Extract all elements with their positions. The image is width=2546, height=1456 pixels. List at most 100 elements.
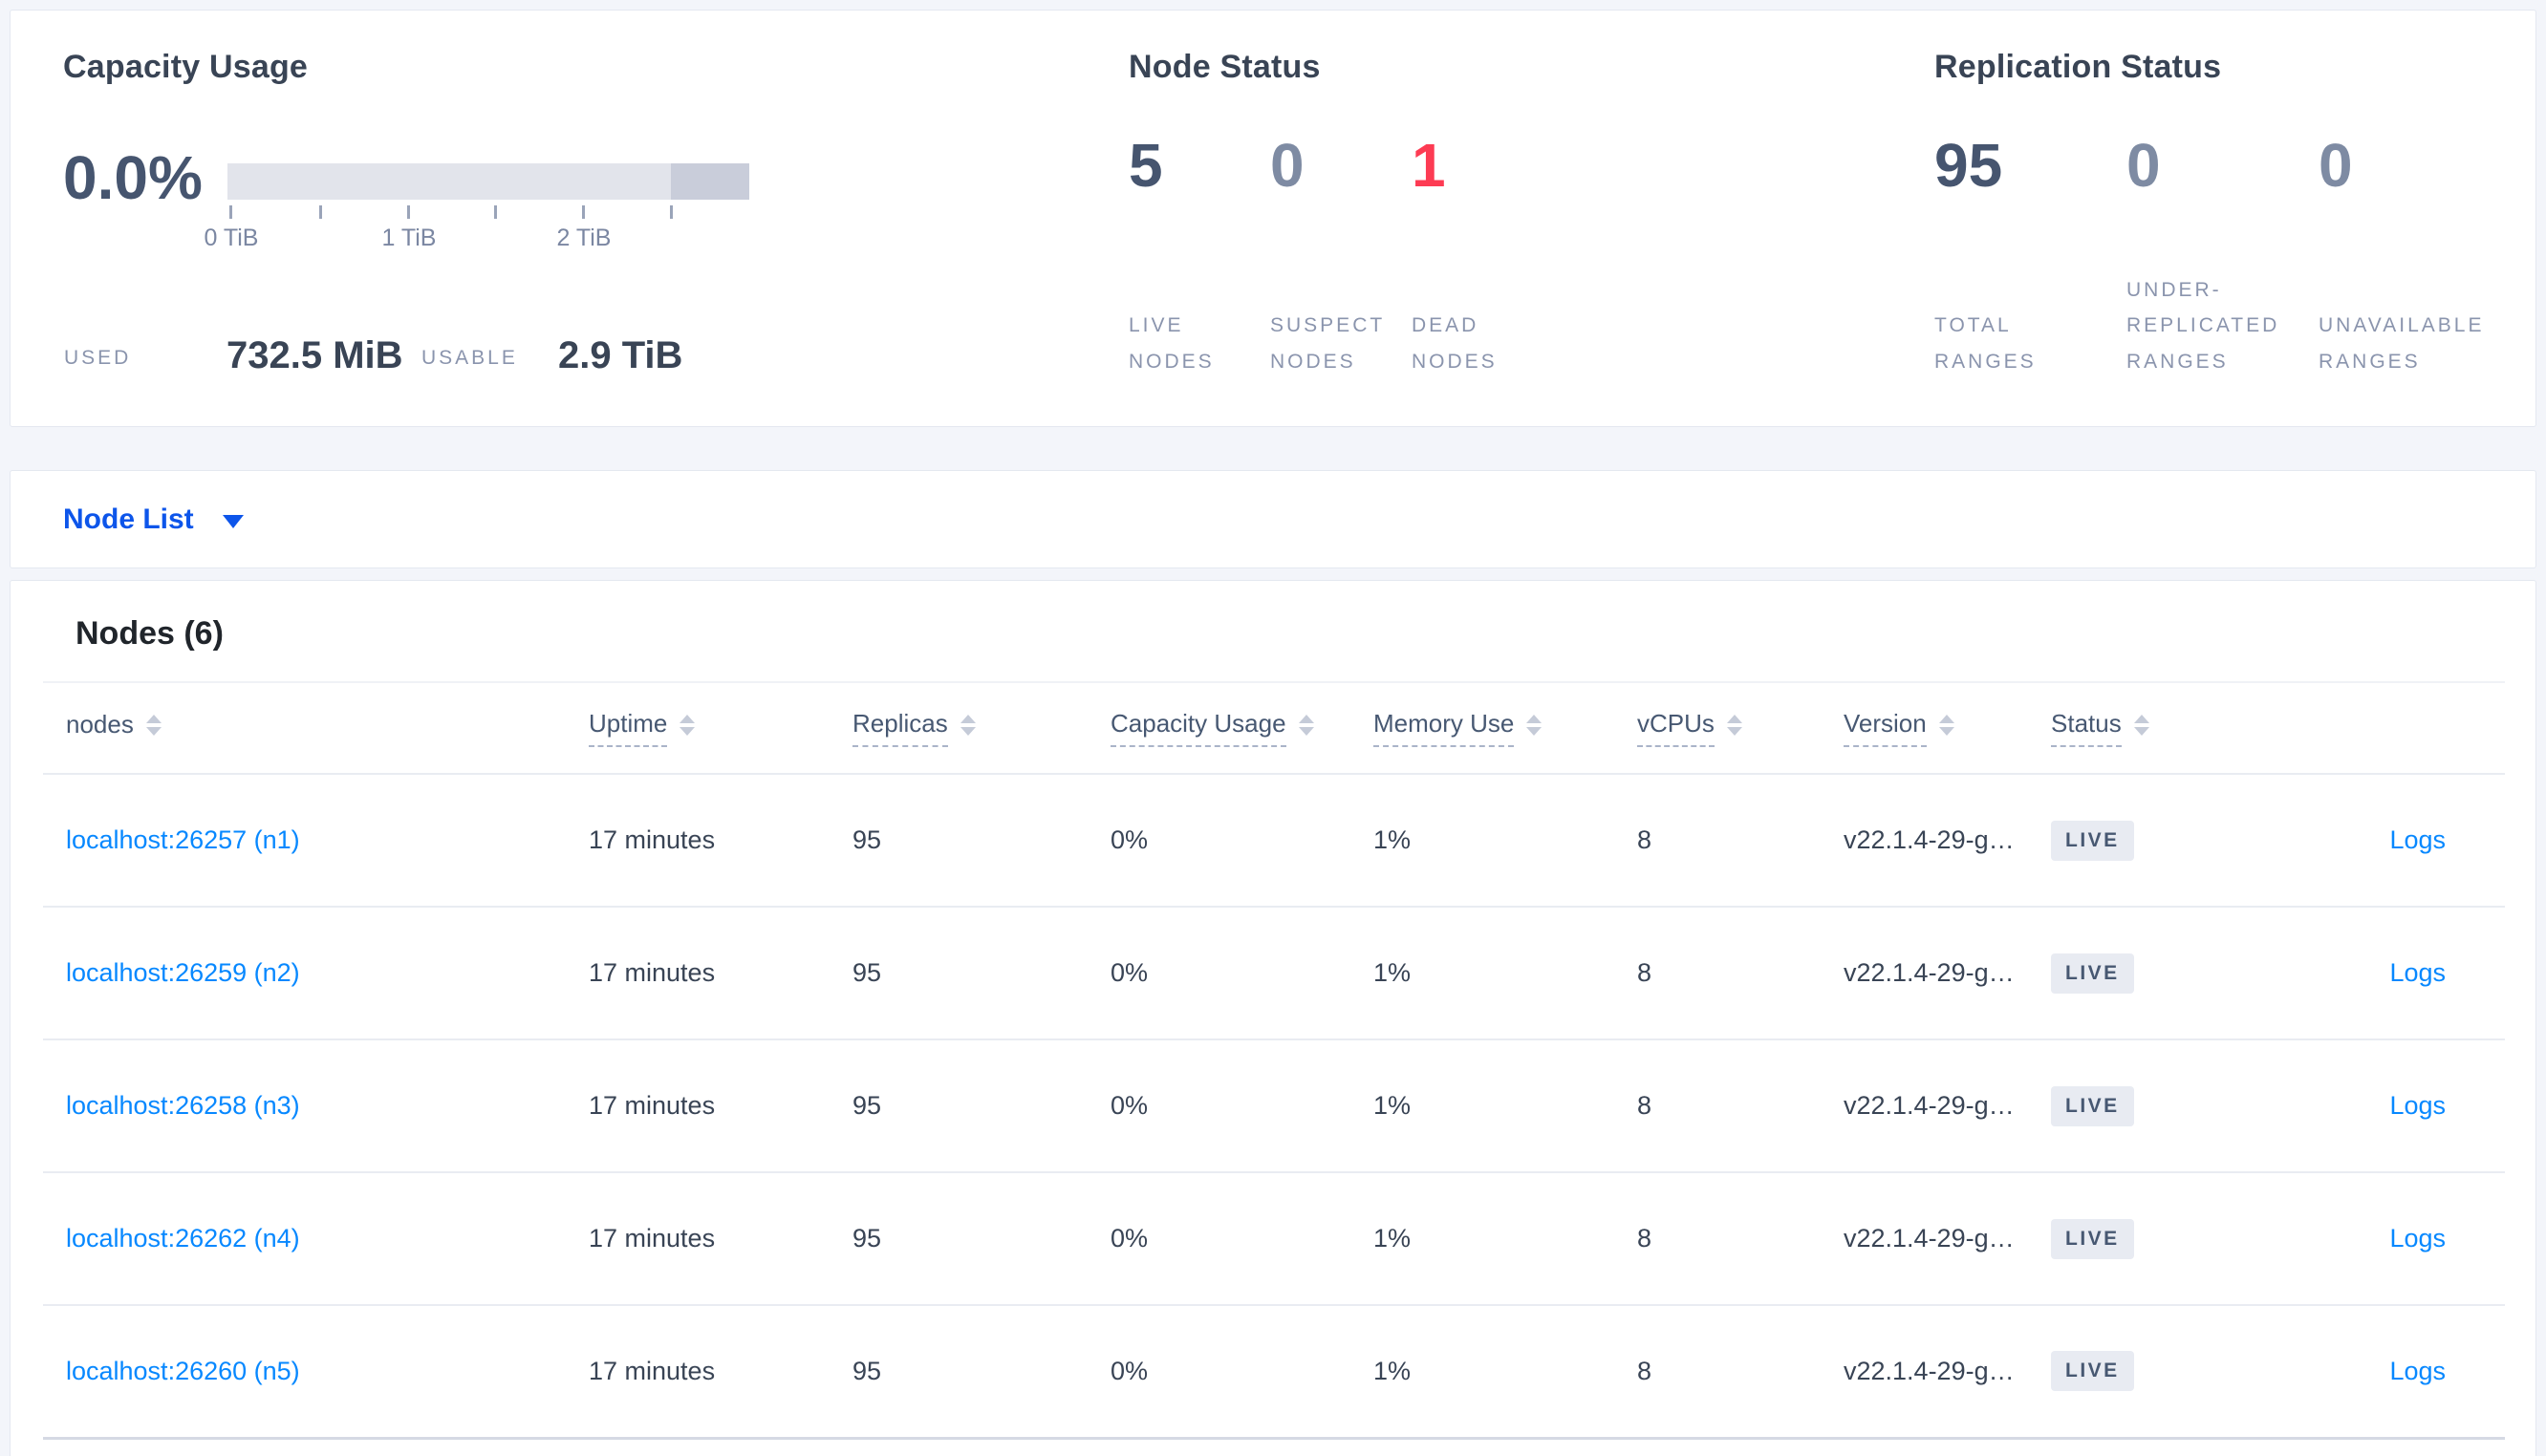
live-nodes-count: 5 xyxy=(1129,131,1163,200)
vcpus-cell: 8 xyxy=(1637,1039,1844,1173)
capacity-percent: 0.0% xyxy=(63,143,203,212)
sort-icon xyxy=(1526,715,1543,736)
suspect-nodes-label: SUSPECT NODES xyxy=(1270,314,1386,374)
node-status-panel: Node Status 5 LIVE NODES 0 SUSPECT NODES… xyxy=(1129,11,1817,426)
dead-nodes-count: 1 xyxy=(1412,131,1446,200)
node-status-title: Node Status xyxy=(1129,49,1321,85)
replication-stats: 95 TOTAL RANGES 0 UNDER- REPLICATED RANG… xyxy=(1934,135,2536,380)
nodes-table: nodes Uptime Replicas Capacity Usage xyxy=(43,681,2505,1440)
node-link[interactable]: localhost:26262 (n4) xyxy=(66,1224,300,1253)
column-header[interactable]: Version xyxy=(1844,681,2051,775)
axis-tick xyxy=(582,205,585,219)
axis-tick-label: 1 TiB xyxy=(381,225,437,251)
used-label: USED xyxy=(64,347,132,369)
column-label: Replicas xyxy=(852,709,948,747)
column-label: vCPUs xyxy=(1637,709,1715,747)
uptime-cell: 17 minutes xyxy=(589,907,852,1040)
status-badge: LIVE xyxy=(2051,1218,2134,1259)
stat-dead-nodes: 1 DEAD NODES xyxy=(1412,135,1553,380)
logs-link[interactable]: Logs xyxy=(2389,958,2446,987)
axis-tick xyxy=(407,205,410,219)
status-badge: LIVE xyxy=(2051,1351,2134,1392)
sort-icon xyxy=(2133,715,2149,736)
table-row: localhost:26260 (n5) 17 minutes 95 0% 1%… xyxy=(43,1305,2505,1440)
stat-under-replicated-ranges: 0 UNDER- REPLICATED RANGES xyxy=(2126,135,2319,380)
usable-value: 2.9 TiB xyxy=(558,334,683,376)
column-header[interactable]: Capacity Usage xyxy=(1111,681,1373,775)
replicas-cell: 95 xyxy=(852,774,1111,908)
status-badge: LIVE xyxy=(2051,953,2134,994)
memory-cell: 1% xyxy=(1373,1305,1637,1440)
capacity-cell: 0% xyxy=(1111,1172,1373,1306)
column-header[interactable]: Uptime xyxy=(589,681,852,775)
column-header[interactable]: nodes xyxy=(43,681,589,775)
replication-status-title: Replication Status xyxy=(1934,49,2222,85)
column-header[interactable]: Status xyxy=(2051,681,2295,775)
sort-icon xyxy=(960,715,976,736)
status-cell: LIVE xyxy=(2051,774,2295,908)
used-value: 732.5 MiB xyxy=(227,334,403,376)
table-row: localhost:26257 (n1) 17 minutes 95 0% 1%… xyxy=(43,774,2505,908)
replicas-cell: 95 xyxy=(852,1039,1111,1173)
node-link[interactable]: localhost:26258 (n3) xyxy=(66,1091,300,1120)
total-ranges-label: TOTAL RANGES xyxy=(1934,314,2037,374)
vcpus-cell: 8 xyxy=(1637,1172,1844,1306)
axis-tick xyxy=(494,205,497,219)
axis-tick xyxy=(670,205,673,219)
memory-cell: 1% xyxy=(1373,1172,1637,1306)
column-label: Uptime xyxy=(589,709,668,747)
table-row: localhost:26259 (n2) 17 minutes 95 0% 1%… xyxy=(43,907,2505,1040)
memory-cell: 1% xyxy=(1373,907,1637,1040)
under-replicated-label: UNDER- REPLICATED RANGES xyxy=(2126,278,2280,374)
column-label: Memory Use xyxy=(1373,709,1515,747)
vcpus-cell: 8 xyxy=(1637,1305,1844,1440)
uptime-cell: 17 minutes xyxy=(589,1039,852,1173)
logs-link[interactable]: Logs xyxy=(2389,1224,2446,1253)
logs-link[interactable]: Logs xyxy=(2389,1091,2446,1120)
column-header[interactable]: vCPUs xyxy=(1637,681,1844,775)
stat-suspect-nodes: 0 SUSPECT NODES xyxy=(1270,135,1412,380)
cluster-summary-panel: Capacity Usage 0.0% 0 TiB 1 TiB 2 TiB US… xyxy=(10,10,2536,427)
status-cell: LIVE xyxy=(2051,1305,2295,1440)
column-header[interactable]: Replicas xyxy=(852,681,1111,775)
node-link[interactable]: localhost:26260 (n5) xyxy=(66,1356,300,1385)
capacity-cell: 0% xyxy=(1111,907,1373,1040)
status-cell: LIVE xyxy=(2051,1172,2295,1306)
replicas-cell: 95 xyxy=(852,907,1111,1040)
chevron-down-icon xyxy=(222,515,244,528)
stat-live-nodes: 5 LIVE NODES xyxy=(1129,135,1270,380)
unavailable-ranges-count: 0 xyxy=(2319,131,2353,200)
column-label: Status xyxy=(2051,709,2122,747)
stat-total-ranges: 95 TOTAL RANGES xyxy=(1934,135,2126,380)
node-link[interactable]: localhost:26257 (n1) xyxy=(66,825,300,854)
status-badge: LIVE xyxy=(2051,1085,2134,1126)
column-label: nodes xyxy=(66,710,134,739)
version-cell: v22.1.4-29-g… xyxy=(1844,1305,2051,1440)
axis-tick xyxy=(229,205,232,219)
table-title: Nodes (6) xyxy=(76,615,224,652)
node-list-dropdown[interactable]: Node List xyxy=(63,471,244,567)
capacity-cell: 0% xyxy=(1111,1039,1373,1173)
vcpus-cell: 8 xyxy=(1637,774,1844,908)
status-cell: LIVE xyxy=(2051,1039,2295,1173)
status-cell: LIVE xyxy=(2051,907,2295,1040)
column-label: Capacity Usage xyxy=(1111,709,1286,747)
column-label: Version xyxy=(1844,709,1927,747)
version-cell: v22.1.4-29-g… xyxy=(1844,1172,2051,1306)
axis-tick xyxy=(319,205,322,219)
table-body: localhost:26257 (n1) 17 minutes 95 0% 1%… xyxy=(43,774,2505,1440)
capacity-cell: 0% xyxy=(1111,1305,1373,1440)
sort-icon xyxy=(1298,715,1314,736)
logs-link[interactable]: Logs xyxy=(2389,825,2446,854)
column-header[interactable]: Memory Use xyxy=(1373,681,1637,775)
node-status-stats: 5 LIVE NODES 0 SUSPECT NODES 1 DEAD NODE… xyxy=(1129,135,1817,380)
stat-unavailable-ranges: 0 UNAVAILABLE RANGES xyxy=(2319,135,2511,380)
uptime-cell: 17 minutes xyxy=(589,1305,852,1440)
version-cell: v22.1.4-29-g… xyxy=(1844,774,2051,908)
uptime-cell: 17 minutes xyxy=(589,774,852,908)
node-link[interactable]: localhost:26259 (n2) xyxy=(66,958,300,987)
logs-link[interactable]: Logs xyxy=(2389,1356,2446,1385)
capacity-usage-bar xyxy=(227,163,749,200)
capacity-stats-row: USED 732.5 MiB USABLE 2.9 TiB xyxy=(63,324,837,381)
uptime-cell: 17 minutes xyxy=(589,1172,852,1306)
